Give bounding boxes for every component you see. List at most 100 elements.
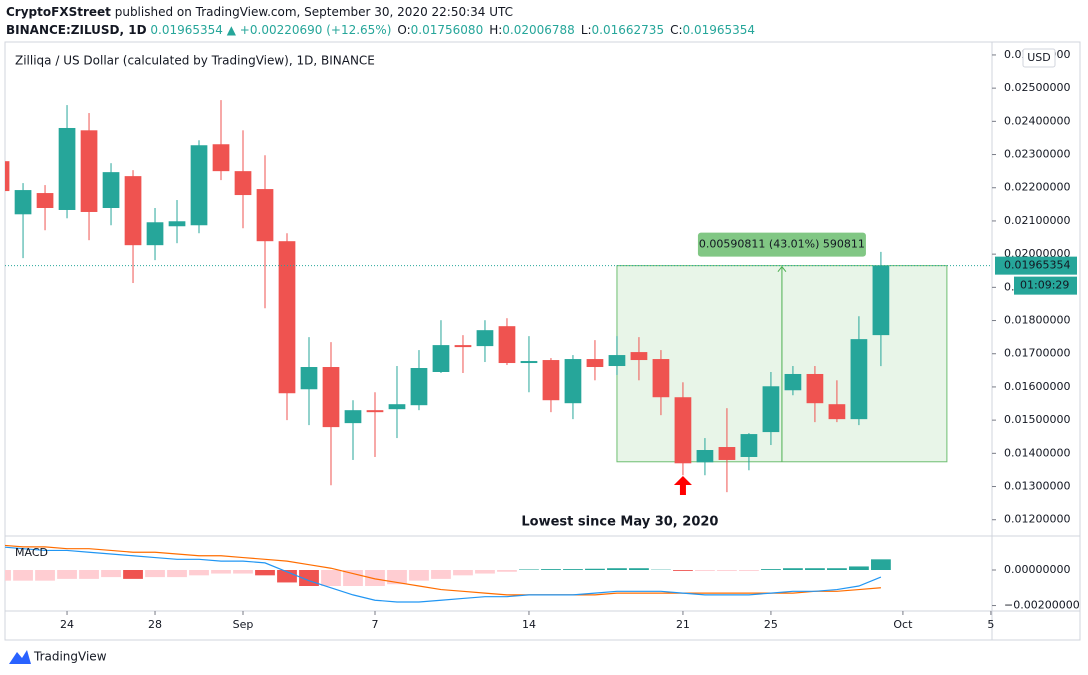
candle-body [674,397,692,464]
y-tick-label: 0.02100000 [1004,214,1070,227]
macd-y-tick-label: 0.00000000 [1004,563,1070,576]
macd-bar [673,570,693,571]
macd-bar [761,569,781,570]
macd-bar [57,570,77,579]
candle-body [14,190,32,215]
published: published on TradingView.com, September … [115,5,513,19]
currency-bg [1022,48,1056,68]
macd-bar [849,566,869,570]
macd-bar [189,570,209,576]
signal-line [5,544,881,596]
x-tick-label: Sep [233,618,254,631]
macd-bar [827,568,847,570]
macd-bar [343,570,363,586]
ohlc-value: 0.01662735 [592,23,665,37]
ohlc: O:0.01756080 H:0.02006788 L:0.01662735 C:0.… [397,23,755,37]
y-tick-label: 0.01500000 [1004,413,1070,426]
candle-body [300,367,318,390]
macd-bar [79,570,99,579]
macd-bar [211,570,231,574]
macd-bar [431,570,451,579]
candle-body [784,373,802,391]
y-tick-label: 0.01200000 [1004,513,1070,526]
ohlc-value: 0.02006788 [502,23,575,37]
y-tick-label: 0.02500000 [1004,81,1070,94]
candle-body [828,404,846,420]
candle-body [234,171,252,196]
price: 0.01965354 [150,23,223,37]
candle-body [124,176,142,246]
macd-bar [409,570,429,581]
frame [4,41,1081,641]
currency: USD [1027,51,1051,64]
annotation-arrow [673,476,692,495]
price-pane: 0.00590811 (43.01%) 590811 Lowest since M… [5,100,992,530]
axes: 0.026000000.025000000.024000000.02300000… [60,48,1080,631]
measure-arrowhead [777,265,787,272]
candle-body [58,127,76,210]
candle-body [630,352,648,361]
change: ▲ +0.00220690 (+12.65%) [227,23,392,37]
candle-body [168,221,186,227]
candle-body [586,359,604,368]
candle-body [278,241,296,394]
macd-bar [629,568,649,570]
macd-bar [365,570,385,586]
ohlc-label: H: [489,23,502,37]
candle-body [388,404,406,410]
macd-bar [475,570,495,574]
candle-body [696,450,714,463]
candle-body [652,359,670,398]
macd-bar [563,569,583,570]
x-tick-label: 28 [148,618,162,631]
candle-body [608,355,626,367]
symbol: BINANCE:ZILUSD, 1D [6,23,147,37]
x-tick-label: 7 [371,618,378,631]
macd-bar [255,570,275,576]
countdown: 01:09:29 [1020,279,1069,292]
candle-body [322,367,340,428]
annotation-text: Lowest since May 30, 2020 [521,515,718,530]
brand-name: TradingView [33,650,107,664]
macd-bar [233,570,253,574]
macd-bar [607,568,627,570]
brand: TradingView [9,650,107,664]
macd-bar [35,570,55,581]
candle-body [5,161,10,192]
x-tick-label: Oct [893,618,913,631]
y-tick-label: 0.02400000 [1004,114,1070,127]
candle-body [564,359,582,404]
macd-bar [695,570,715,571]
macd-bar [167,570,187,578]
header-line: CryptoFXStreet published on TradingView.… [6,5,513,19]
macd-bar [541,569,561,570]
candle-body [454,345,472,348]
quote-line: BINANCE:ZILUSD, 1D 0.01965354 ▲ +0.00220… [6,23,755,37]
macd-y-tick-label: −0.00200000 [1004,599,1080,612]
candle-body [498,326,516,364]
macd-bar [871,559,891,570]
macd-bar [13,570,33,581]
x-tick-label: 24 [60,618,74,631]
measure-label: 0.00590811 (43.01%) 590811 [699,238,865,251]
countdown-bg [1014,276,1077,295]
macd-bar [453,570,473,576]
candle-body [36,193,54,208]
candle-body [542,360,560,401]
y-tick-label: 0.02300000 [1004,148,1070,161]
candle-body [476,330,494,347]
macd-bar [387,570,407,585]
candle-body [212,144,230,172]
candle-body [432,345,450,372]
macd-bar [277,570,297,583]
macd-bar [497,570,517,572]
macd-line [5,546,882,603]
candle-body [256,189,274,242]
y-tick-label: 0.01700000 [1004,347,1070,360]
macd-bar [321,570,341,586]
brand-logo [9,650,31,664]
x-tick-label: 14 [522,618,536,631]
candle-body [806,373,824,404]
y-tick-label: 0.01300000 [1004,480,1070,493]
